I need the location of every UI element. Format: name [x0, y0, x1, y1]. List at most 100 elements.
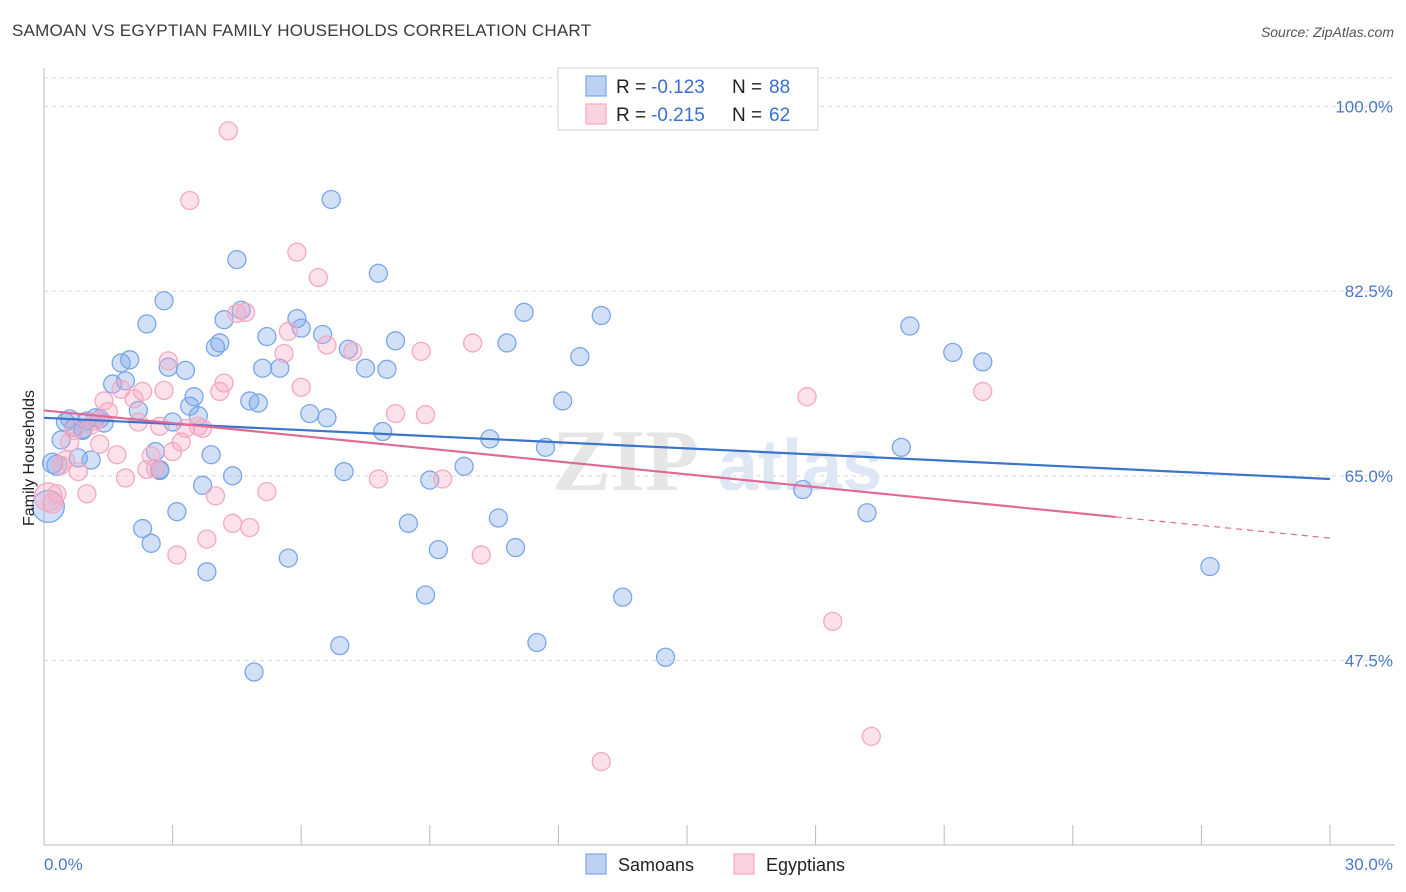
trend-lines — [43, 409, 1331, 539]
egyptians-legend-swatch — [585, 103, 607, 125]
samoans-point — [154, 291, 174, 311]
samoans-point — [278, 548, 298, 568]
samoans-point — [210, 333, 230, 353]
egyptians-point — [60, 432, 80, 452]
samoans-point — [900, 316, 920, 336]
samoans-point — [973, 352, 993, 372]
egyptians-point — [214, 373, 234, 393]
samoans-point — [270, 358, 290, 378]
data-points — [31, 121, 1220, 772]
egyptians-point — [111, 379, 131, 399]
egyptians-point — [154, 380, 174, 401]
legend-n-value: 88 — [769, 77, 790, 98]
legend-n-label: N = — [732, 105, 762, 126]
egyptians-point — [973, 381, 993, 402]
chart-source: Source: ZipAtlas.com — [1260, 24, 1394, 40]
samoans-point — [167, 502, 187, 522]
samoans-trend-line — [43, 416, 1331, 481]
y-tick-label: 82.5% — [1345, 282, 1393, 301]
egyptians-point — [218, 121, 238, 141]
samoans-point — [591, 305, 611, 326]
series-egyptians-points — [33, 121, 993, 772]
samoans-point — [46, 454, 68, 476]
watermark: ZIP atlas — [552, 413, 882, 510]
samoans-point — [613, 587, 633, 607]
legend-r-value: -0.123 — [651, 77, 705, 98]
egyptians-point — [235, 302, 256, 322]
samoans-point — [244, 662, 264, 682]
egyptians-point — [823, 611, 843, 632]
y-tick-label: 47.5% — [1345, 651, 1393, 670]
samoans-point — [197, 562, 217, 582]
samoans-point — [300, 403, 320, 424]
egyptians-point — [47, 484, 67, 504]
samoans-point — [368, 263, 389, 283]
samoans-point — [570, 346, 590, 367]
x-tick-label-min: 0.0% — [44, 855, 83, 874]
samoans-point — [505, 537, 526, 558]
egyptians-point — [77, 484, 97, 504]
egyptians-point — [308, 267, 328, 288]
x-tick-label-max: 30.0% — [1345, 855, 1393, 874]
legend-r-value: -0.215 — [651, 105, 705, 126]
y-tick-label: 100.0% — [1335, 98, 1393, 117]
axis-labels: 47.5% 65.0% 82.5% 100.0% 0.0% 30.0% Family Hou… — [21, 98, 1393, 874]
samoans-point — [514, 302, 534, 322]
samoans-point — [553, 391, 573, 411]
egyptians-point — [274, 343, 294, 364]
samoans-point — [192, 475, 213, 495]
egyptians-point — [471, 545, 491, 565]
samoans-point — [312, 324, 333, 345]
samoans-point — [321, 189, 341, 210]
egyptians-point — [385, 403, 406, 424]
egyptians-trend-line — [43, 409, 1116, 519]
samoans-point — [943, 342, 963, 363]
egyptians-point — [433, 469, 453, 489]
egyptians-point — [463, 333, 483, 353]
egyptians-point — [167, 545, 187, 565]
y-axis-title: Family Households — [21, 390, 38, 526]
samoans-point — [175, 360, 196, 380]
samoans-bottom-legend-swatch — [585, 853, 607, 875]
samoans-point — [497, 333, 517, 353]
egyptians-point — [68, 461, 88, 482]
egyptians-point — [55, 450, 76, 470]
egyptians-point — [90, 434, 110, 454]
samoans-point — [227, 249, 247, 270]
axes — [43, 68, 1395, 846]
samoans-point — [488, 508, 509, 528]
egyptians-point — [411, 341, 431, 362]
egyptians-point — [205, 486, 226, 506]
egyptians-point — [115, 468, 136, 488]
watermark-atlas: atlas — [718, 426, 882, 506]
samoans-bottom-legend-label: Samoans — [618, 855, 694, 875]
legend: R = -0.123 N = 88 R = -0.215 N = 62 — [557, 67, 819, 131]
egyptians-point — [287, 242, 307, 262]
samoans-point — [141, 533, 161, 553]
egyptians-point — [317, 335, 337, 355]
egyptians-point — [861, 726, 881, 747]
samoans-point — [891, 437, 911, 457]
egyptians-point — [368, 469, 389, 489]
samoans-point — [222, 466, 243, 486]
samoans-point — [137, 314, 157, 334]
egyptians-point — [158, 351, 178, 371]
samoans-point — [334, 461, 354, 482]
grid-lines — [44, 77, 1395, 661]
egyptians-point — [132, 381, 153, 402]
samoans-point — [372, 421, 393, 442]
egyptians-point — [257, 481, 277, 502]
chart-title: SAMOAN VS EGYPTIAN FAMILY HOUSEHOLDS COR… — [12, 21, 592, 40]
samoans-point — [454, 456, 474, 476]
samoans-point — [377, 359, 397, 379]
egyptians-point — [150, 416, 170, 436]
samoans-point — [655, 647, 676, 667]
egyptians-bottom-legend-swatch — [733, 853, 755, 875]
egyptians-point — [64, 420, 84, 441]
egyptians-point — [797, 387, 817, 407]
samoans-point — [201, 445, 221, 465]
samoans-point — [385, 331, 406, 351]
bottom-legend: Samoans Egyptians — [585, 853, 845, 875]
egyptians-point — [342, 341, 363, 362]
